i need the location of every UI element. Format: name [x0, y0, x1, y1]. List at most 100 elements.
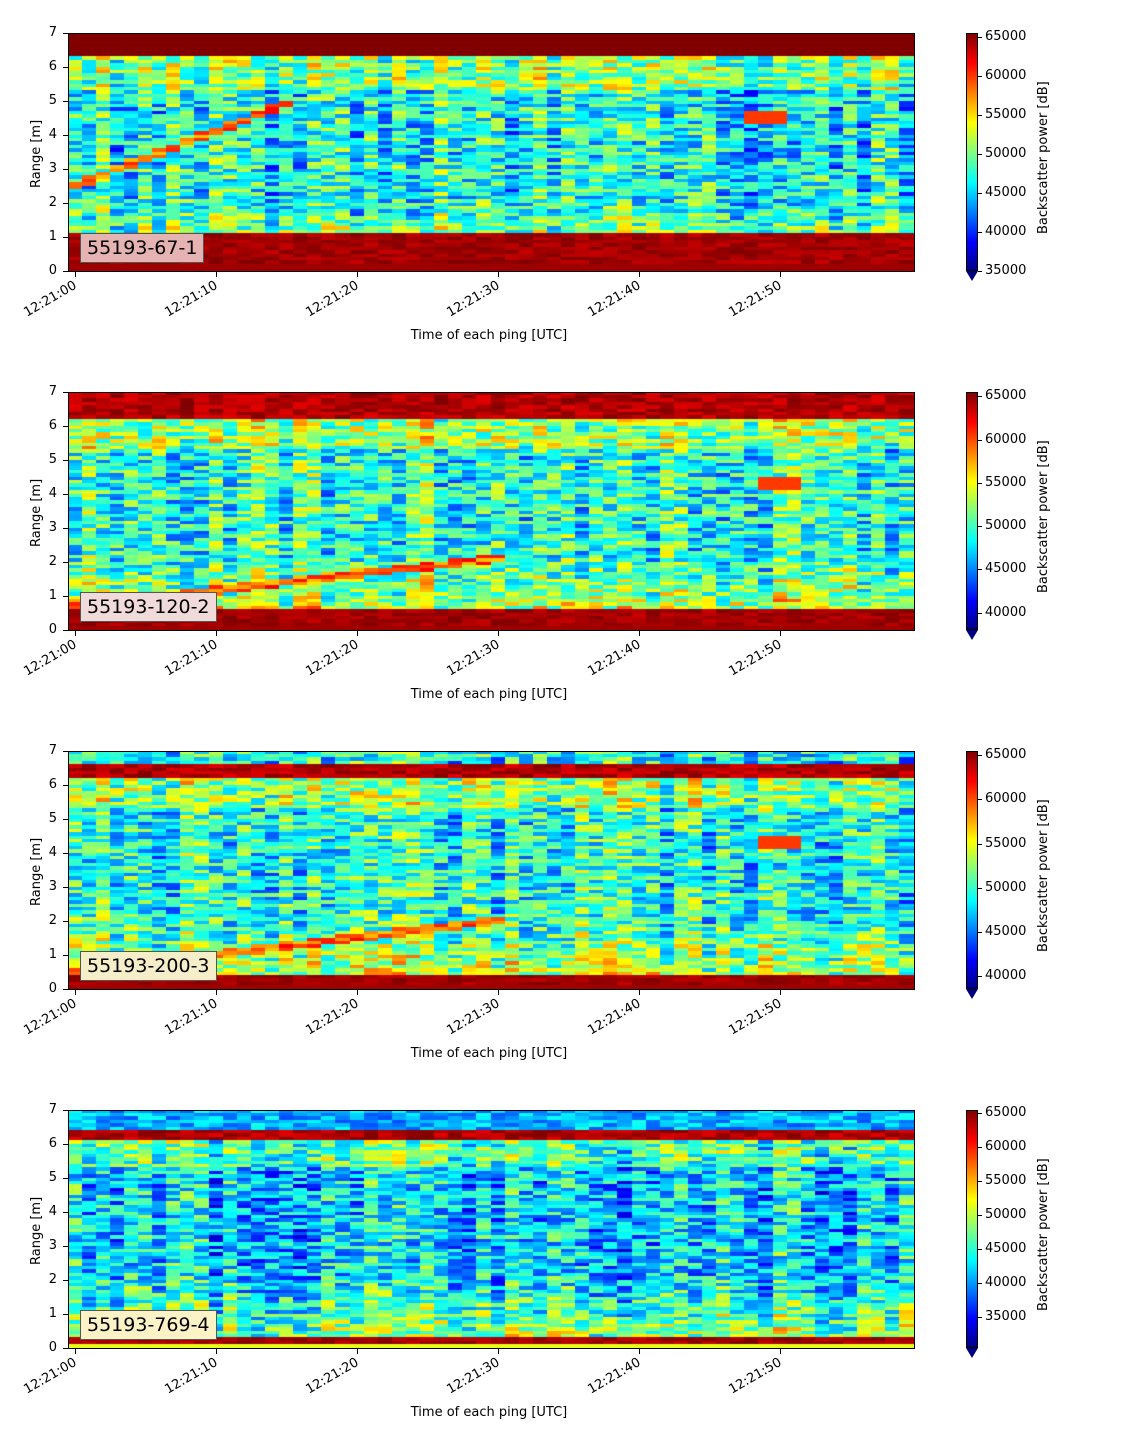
y-tick-label: 2	[48, 195, 57, 210]
y-tick-label: 4	[48, 1204, 57, 1219]
colorbar-tick-label: 55000	[985, 836, 1027, 851]
colorbar-tick	[978, 154, 982, 155]
colorbar-tick	[978, 799, 982, 800]
x-tick	[75, 631, 76, 636]
y-tick-label: 4	[48, 845, 57, 860]
x-tick	[357, 272, 358, 277]
y-tick	[63, 271, 68, 272]
x-tick-label: 12:21:50	[726, 996, 785, 1039]
x-tick	[780, 272, 781, 277]
y-tick-label: 4	[48, 127, 57, 142]
x-tick	[498, 631, 499, 636]
x-tick-label: 12:21:10	[162, 996, 221, 1039]
x-tick	[498, 990, 499, 995]
y-tick-label: 4	[48, 486, 57, 501]
y-tick-label: 1	[48, 1306, 57, 1321]
chart-panel-1: 0 1 2 3 4 5 6 7 12:21:00 12:21:10 12:21:20 12:21:30…	[0, 0, 1140, 359]
colorbar-tick-label: 65000	[985, 1105, 1027, 1120]
chart-panel-3: 0 1 2 3 4 5 6 7 12:21:00 12:21:10 12:21:20 12:21:30…	[0, 718, 1140, 1077]
colorbar-extend-arrow	[966, 271, 978, 281]
colorbar-tick	[978, 844, 982, 845]
y-tick-label: 3	[48, 520, 57, 535]
x-tick	[75, 272, 76, 277]
chart-panel-2: 0 1 2 3 4 5 6 7 12:21:00 12:21:10 12:21:20 12:21:30…	[0, 359, 1140, 718]
y-tick-label: 5	[48, 93, 57, 108]
colorbar-title: Backscatter power [dB]	[1036, 440, 1051, 593]
y-tick	[63, 494, 68, 495]
x-tick	[780, 631, 781, 636]
colorbar-title: Backscatter power [dB]	[1036, 81, 1051, 234]
colorbar-tick-label: 50000	[985, 880, 1027, 895]
colorbar-gradient	[966, 751, 978, 989]
panel-label: 55193-67-1	[80, 233, 205, 263]
y-tick-label: 2	[48, 1272, 57, 1287]
colorbar-tick	[978, 569, 982, 570]
x-tick-label: 12:21:50	[726, 278, 785, 321]
y-tick-label: 5	[48, 1170, 57, 1185]
x-tick-label: 12:21:30	[444, 278, 503, 321]
y-tick	[63, 237, 68, 238]
colorbar-tick-label: 45000	[985, 1241, 1027, 1256]
y-tick	[63, 67, 68, 68]
y-tick	[63, 1178, 68, 1179]
y-tick	[63, 955, 68, 956]
colorbar-tick-label: 45000	[985, 561, 1027, 576]
x-tick-label: 12:21:00	[21, 1355, 80, 1398]
y-tick-label: 6	[48, 777, 57, 792]
y-tick	[63, 1246, 68, 1247]
y-tick	[63, 1212, 68, 1213]
heatmap-image	[68, 392, 914, 630]
x-axis-title: Time of each ping [UTC]	[410, 328, 568, 343]
y-tick-label: 0	[48, 1340, 57, 1355]
y-tick	[63, 751, 68, 752]
y-tick	[63, 203, 68, 204]
colorbar-tick-label: 65000	[985, 747, 1027, 762]
y-tick	[63, 33, 68, 34]
y-tick-label: 3	[48, 1238, 57, 1253]
colorbar-tick-label: 55000	[985, 475, 1027, 490]
x-tick	[357, 1349, 358, 1354]
x-tick-label: 12:21:10	[162, 637, 221, 680]
y-tick	[63, 1348, 68, 1349]
heatmap-image	[68, 33, 914, 271]
x-tick-label: 12:21:40	[585, 278, 644, 321]
colorbar-tick	[978, 1181, 982, 1182]
colorbar-tick-label: 55000	[985, 1173, 1027, 1188]
colorbar-tick	[978, 440, 982, 441]
colorbar-tick	[978, 483, 982, 484]
panel-label: 55193-120-2	[80, 592, 217, 622]
y-tick	[63, 989, 68, 990]
colorbar-tick-label: 45000	[985, 924, 1027, 939]
x-tick-label: 12:21:30	[444, 996, 503, 1039]
colorbar-tick	[978, 526, 982, 527]
panel-label: 55193-200-3	[80, 951, 217, 981]
colorbar-tick	[978, 37, 982, 38]
x-tick	[639, 990, 640, 995]
colorbar-tick-label: 45000	[985, 185, 1027, 200]
x-tick-label: 12:21:20	[303, 637, 362, 680]
x-tick	[216, 990, 217, 995]
x-axis-title: Time of each ping [UTC]	[410, 1405, 568, 1420]
y-tick-label: 6	[48, 1136, 57, 1151]
colorbar-tick-label: 40000	[985, 1275, 1027, 1290]
y-tick-label: 0	[48, 981, 57, 996]
colorbar-tick	[978, 755, 982, 756]
y-axis-title: Range [m]	[29, 119, 44, 188]
colorbar-tick-label: 40000	[985, 605, 1027, 620]
y-tick	[63, 630, 68, 631]
y-tick	[63, 169, 68, 170]
x-tick-label: 12:21:00	[21, 278, 80, 321]
colorbar-gradient	[966, 1110, 978, 1348]
y-tick	[63, 921, 68, 922]
y-tick-label: 5	[48, 452, 57, 467]
y-tick-label: 0	[48, 263, 57, 278]
colorbar-tick-label: 50000	[985, 518, 1027, 533]
x-tick-label: 12:21:00	[21, 637, 80, 680]
y-tick	[63, 392, 68, 393]
y-tick	[63, 1280, 68, 1281]
x-tick	[75, 1349, 76, 1354]
y-tick-label: 1	[48, 588, 57, 603]
colorbar-gradient	[966, 392, 978, 630]
colorbar-tick	[978, 1113, 982, 1114]
y-tick	[63, 1314, 68, 1315]
